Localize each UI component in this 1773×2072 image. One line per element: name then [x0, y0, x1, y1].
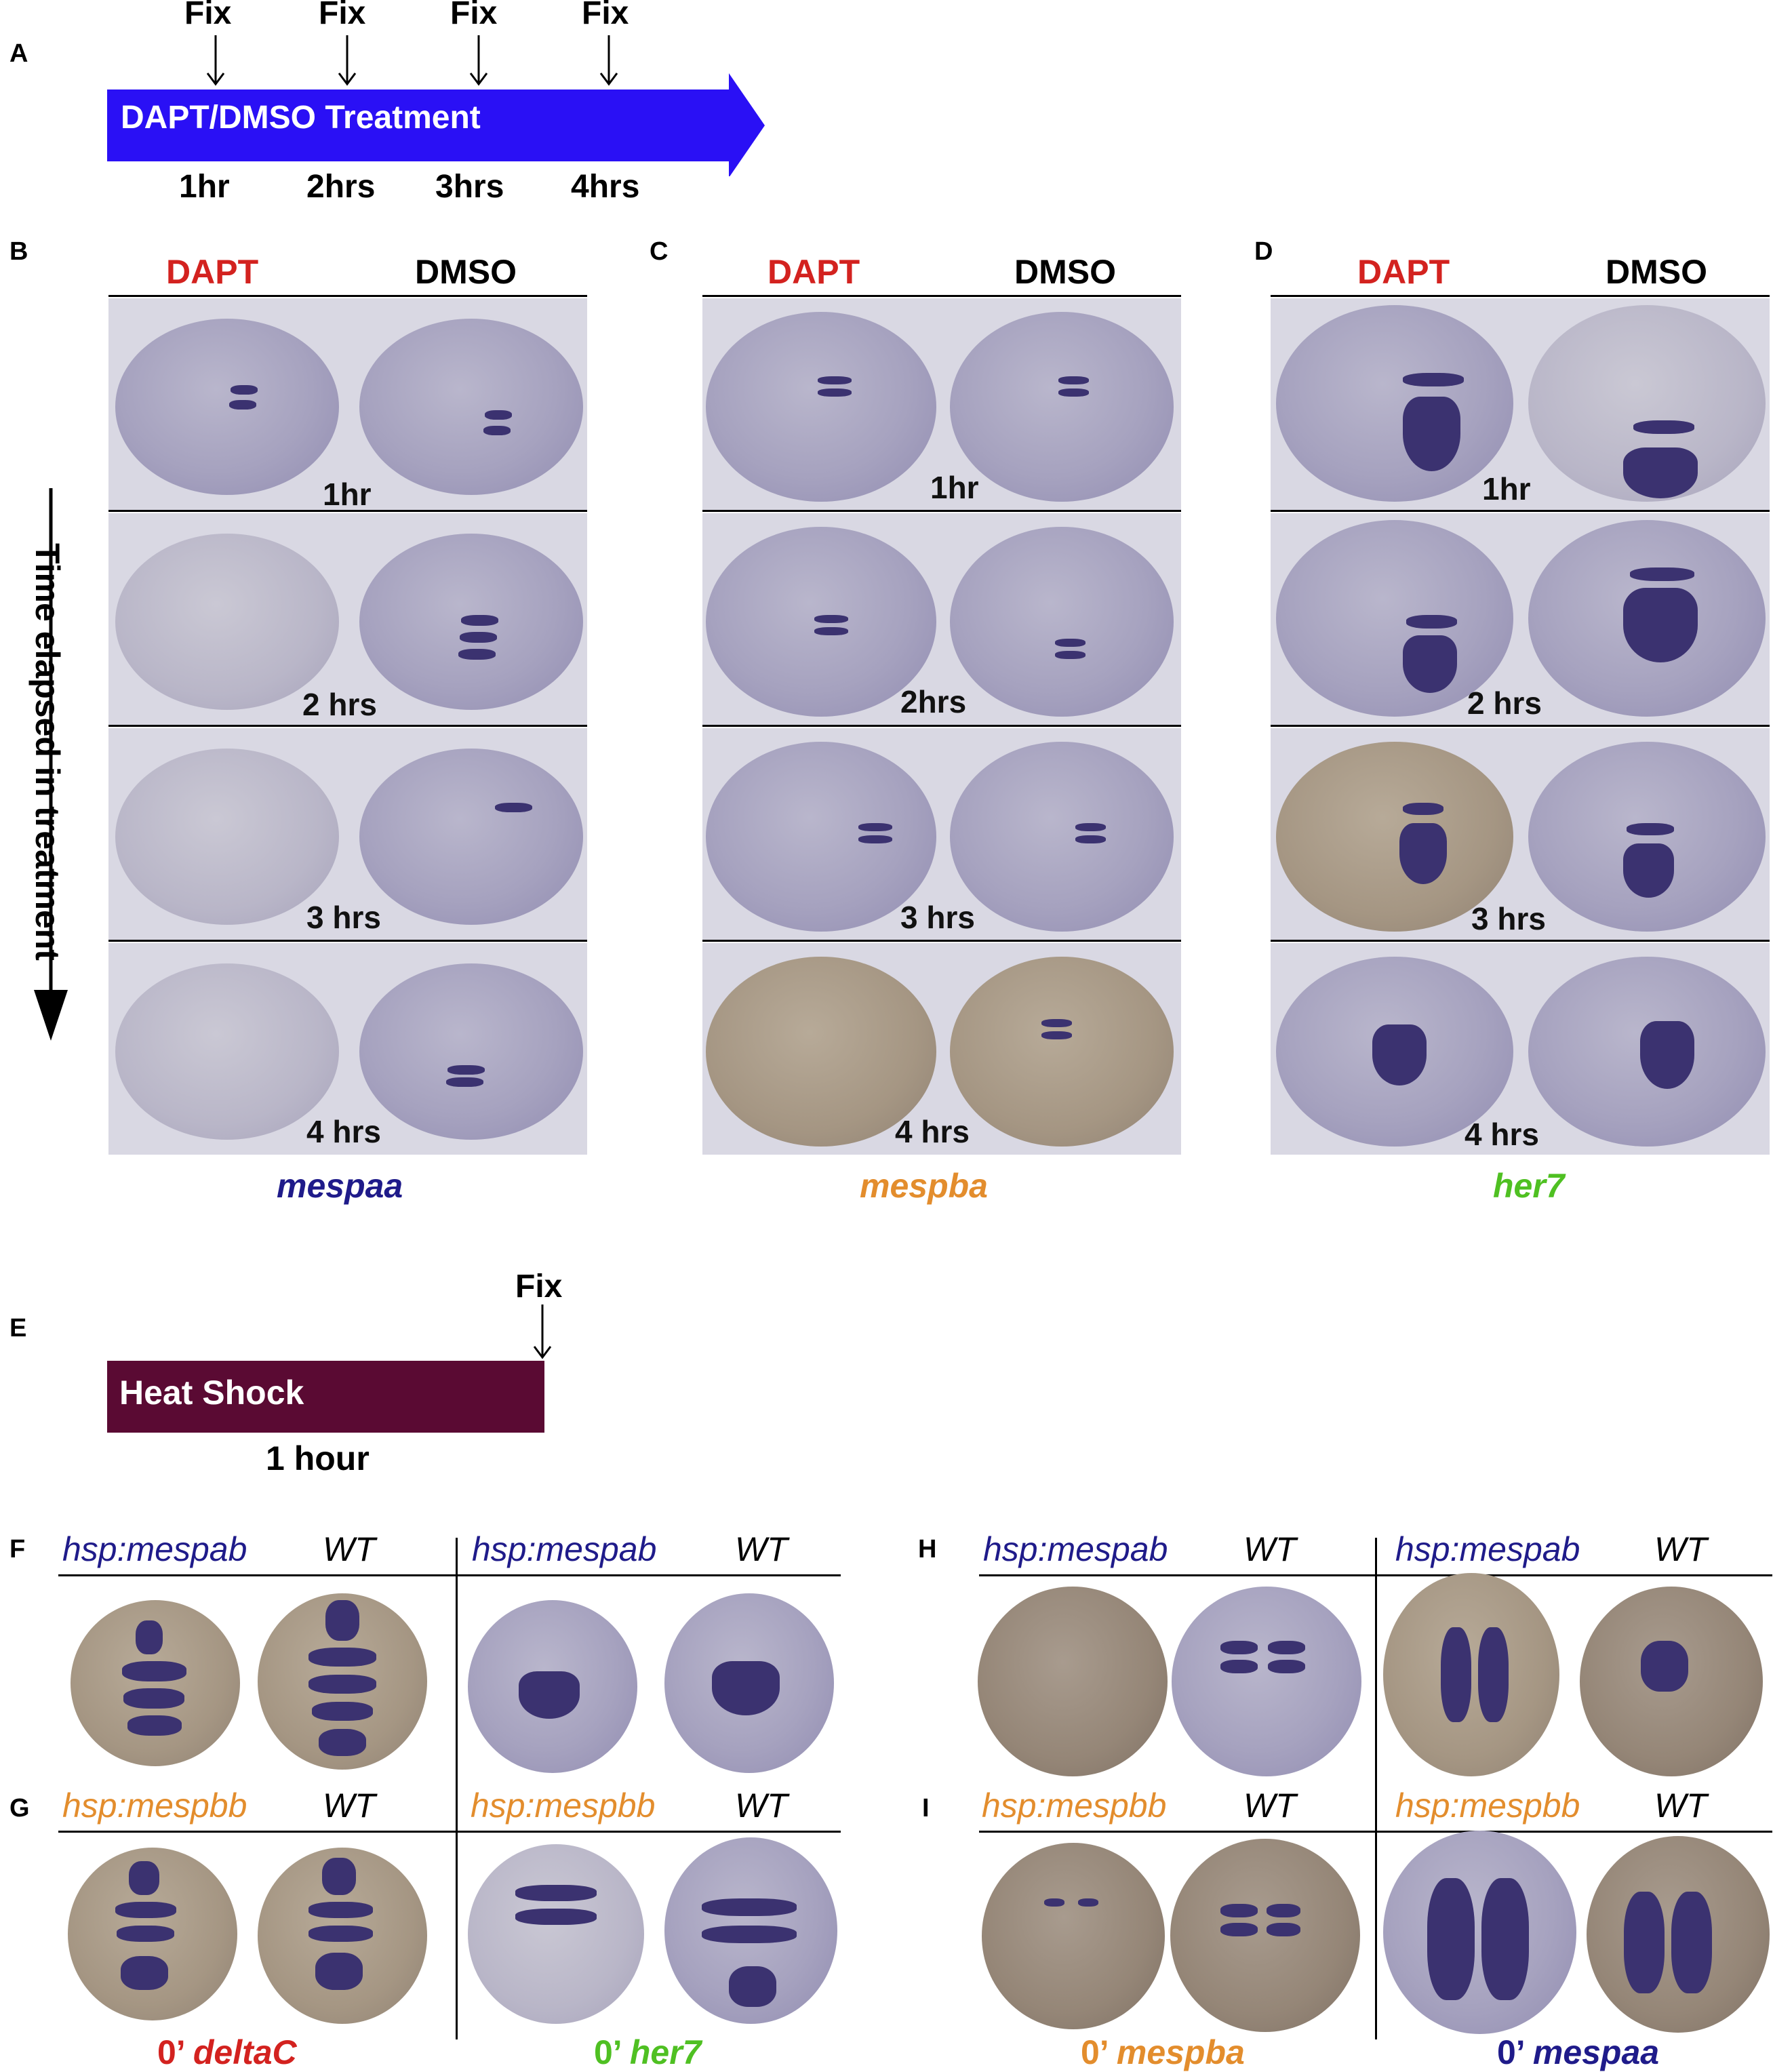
panel-letter-i: I [922, 1794, 930, 1822]
b-time-1: 1hr [323, 477, 372, 512]
d-time-4: 4 hrs [1465, 1117, 1539, 1152]
d-time-3: 3 hrs [1471, 901, 1546, 936]
panel-a-arrows [107, 35, 765, 176]
c-header-dapt: DAPT [768, 253, 860, 291]
d-time-2: 2 hrs [1467, 685, 1542, 721]
b-time-2: 2 hrs [302, 687, 377, 722]
f-bottom-prefix: 0’ [157, 2033, 184, 2071]
b-time-3: 3 hrs [306, 900, 381, 935]
e-fix-arrow [533, 1304, 552, 1359]
i-hsp-1: hsp:mespbb [982, 1787, 1167, 1825]
fix-label-2: Fix [319, 0, 366, 31]
f-bottom-gene: deltaC [193, 2033, 297, 2071]
heat-shock-bar [107, 1361, 544, 1433]
h-hsp-1: hsp:mespab [983, 1530, 1168, 1568]
time-2hrs: 2hrs [306, 169, 376, 205]
e-fix-label: Fix [515, 1269, 563, 1304]
c-gene-label: mespba [860, 1167, 988, 1205]
fg-divider [456, 1538, 458, 2039]
d-gene-label: her7 [1493, 1167, 1565, 1205]
panel-letter-h: H [918, 1535, 937, 1563]
fix-label-4: Fix [582, 0, 629, 31]
b-gene-label: mespaa [277, 1167, 403, 1205]
time-4hrs: 4hrs [571, 169, 640, 205]
panel-letter-a: A [9, 39, 28, 68]
f-bottom-label: 0’ deltaC [157, 2033, 297, 2072]
i-bottom-label: 0’ mespaa [1497, 2033, 1659, 2072]
i-bottom-gene: mespaa [1532, 2033, 1660, 2071]
h-bottom-prefix: 0’ [1081, 2033, 1107, 2071]
h-bottom-label: 0’ mespba [1081, 2033, 1245, 2072]
c-time-4: 4 hrs [895, 1114, 970, 1149]
hi-divider [1375, 1538, 1377, 2039]
d-header-dapt: DAPT [1357, 253, 1450, 291]
i-bottom-prefix: 0’ [1497, 2033, 1523, 2071]
g-hsp-1: hsp:mespbb [62, 1787, 247, 1825]
g-bottom-gene: her7 [629, 2033, 702, 2071]
panel-letter-d: D [1254, 237, 1273, 266]
c-header-dmso: DMSO [1014, 253, 1116, 291]
i-wt-1: WT [1243, 1787, 1296, 1825]
b-header-dmso: DMSO [415, 253, 517, 291]
fix-label-1: Fix [184, 0, 232, 31]
d-header-dmso: DMSO [1606, 253, 1707, 291]
f-hsp-2: hsp:mespab [472, 1530, 657, 1568]
time-1hr: 1hr [179, 169, 230, 205]
time-axis-arrow [34, 488, 68, 1041]
f-hsp-1: hsp:mespab [62, 1530, 247, 1568]
i-hsp-2: hsp:mespbb [1395, 1787, 1580, 1825]
panel-letter-f: F [9, 1535, 26, 1563]
e-duration: 1 hour [266, 1439, 370, 1477]
g-bottom-prefix: 0’ [594, 2033, 620, 2071]
i-wt-2: WT [1654, 1787, 1707, 1825]
heat-shock-label: Heat Shock [119, 1374, 304, 1412]
b-header-dapt: DAPT [166, 253, 259, 291]
time-3hrs: 3hrs [435, 169, 504, 205]
h-wt-2: WT [1654, 1530, 1707, 1568]
treatment-label: DAPT/DMSO Treatment [121, 100, 481, 136]
g-hsp-2: hsp:mespbb [471, 1787, 656, 1825]
h-bottom-gene: mespba [1116, 2033, 1245, 2071]
f-wt-1: WT [323, 1530, 376, 1568]
panel-letter-c: C [650, 237, 669, 266]
c-time-2: 2hrs [900, 684, 967, 719]
b-time-4: 4 hrs [306, 1114, 381, 1149]
g-wt-1: WT [323, 1787, 376, 1825]
time-elapsed-label: Time elapsed in treatment [28, 543, 66, 961]
panel-letter-e: E [9, 1314, 27, 1342]
c-time-1: 1hr [930, 470, 979, 505]
treatment-arrow-bar [107, 73, 765, 176]
f-wt-2: WT [735, 1530, 788, 1568]
h-wt-1: WT [1243, 1530, 1296, 1568]
g-wt-2: WT [735, 1787, 788, 1825]
panel-letter-g: G [9, 1794, 30, 1822]
g-bottom-label: 0’ her7 [594, 2033, 701, 2072]
c-time-3: 3 hrs [900, 900, 975, 935]
h-hsp-2: hsp:mespab [1395, 1530, 1580, 1568]
panel-letter-b: B [9, 237, 28, 266]
d-time-1: 1hr [1482, 471, 1531, 506]
fix-label-3: Fix [450, 0, 498, 31]
